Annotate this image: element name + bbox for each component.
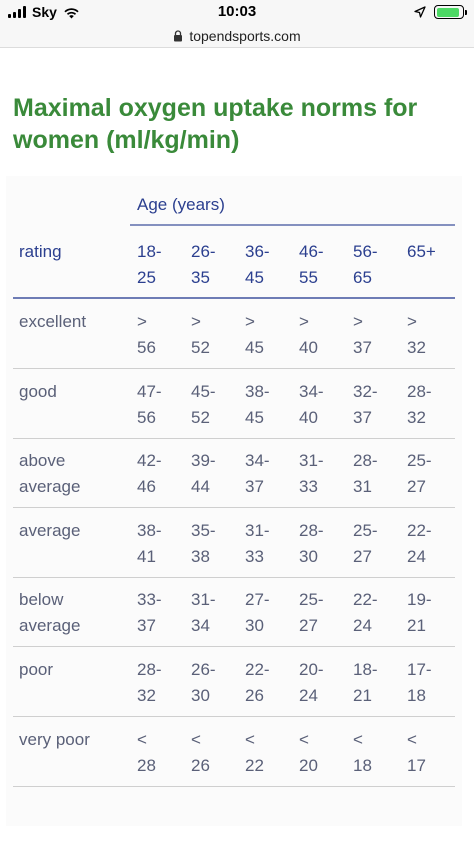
wifi-icon	[64, 7, 79, 18]
header-bottom-divider	[13, 297, 455, 299]
table-cell: 32- 37	[353, 381, 378, 427]
table-cell: 34- 40	[299, 381, 324, 427]
table-cell: > 40	[299, 312, 318, 357]
table-cell: 45- 52	[191, 381, 216, 427]
battery-icon	[434, 5, 467, 19]
table-cell: > 37	[353, 312, 372, 357]
rating-label: average	[19, 520, 81, 540]
table-cell: 31- 33	[245, 520, 270, 566]
table-cell: 25- 27	[353, 520, 378, 566]
row-divider	[13, 785, 455, 787]
table-cell: 33- 37	[137, 590, 162, 636]
lock-icon	[174, 29, 183, 41]
table-cell: 17- 18	[407, 660, 432, 705]
table-cell: 22- 24	[353, 590, 378, 636]
table-cell: 39- 44	[191, 451, 216, 497]
table-cell: < 28	[137, 729, 156, 775]
table-cell: 28- 30	[299, 520, 324, 566]
table-cell: 31- 33	[299, 451, 324, 497]
rating-column-header: rating	[19, 242, 62, 261]
norms-table	[6, 176, 462, 826]
table-cell: 19- 21	[407, 590, 432, 636]
table-cell: < 22	[245, 729, 264, 775]
status-bar: Sky 10:03	[0, 0, 474, 24]
row-divider	[13, 646, 455, 648]
age-group-header: 65+	[407, 242, 436, 261]
age-group-header: 56- 65	[353, 242, 378, 287]
header-divider	[130, 224, 455, 226]
row-divider	[13, 716, 455, 717]
table-cell: 25- 27	[407, 451, 432, 497]
signal-strength-icon	[8, 6, 26, 18]
table-cell: 28- 32	[407, 381, 432, 427]
table-cell: 22- 26	[245, 660, 270, 705]
address-bar[interactable]: topendsports.com	[0, 24, 474, 48]
clock: 10:03	[217, 3, 257, 20]
rating-label: excellent	[19, 312, 87, 331]
row-divider	[13, 437, 455, 439]
rating-label: very poor	[19, 729, 90, 749]
url-text[interactable]: topendsports.com	[189, 27, 301, 44]
table-cell: < 17	[407, 729, 426, 775]
page-title: Maximal oxygen uptake norms for women (m…	[13, 94, 418, 154]
table-cell: 47- 56	[137, 381, 162, 427]
rating-label: poor	[19, 660, 54, 679]
row-divider	[13, 576, 455, 578]
table-cell: 42- 46	[137, 451, 162, 497]
age-group-header: 46- 55	[299, 242, 324, 287]
table-cell: < 18	[353, 729, 372, 775]
age-group-header: 18- 25	[137, 242, 162, 287]
rating-label: above average	[19, 451, 81, 497]
table-cell: 28- 32	[137, 660, 162, 705]
table-cell: 38- 41	[137, 520, 162, 566]
table-cell: 18- 21	[353, 660, 378, 705]
table-cell: > 52	[191, 312, 210, 357]
rating-label: good	[19, 381, 57, 401]
table-cell: > 32	[407, 312, 426, 357]
row-divider	[13, 507, 455, 509]
table-cell: 26- 30	[191, 660, 216, 705]
table-cell: < 20	[299, 729, 318, 775]
table-cell: 31- 34	[191, 590, 216, 636]
age-group-header: 26- 35	[191, 242, 216, 287]
table-cell: 38- 45	[245, 381, 270, 427]
table-cell: > 56	[137, 312, 156, 357]
table-cell: 35- 38	[191, 520, 216, 566]
table-cell: 20- 24	[299, 660, 324, 705]
table-cell: > 45	[245, 312, 264, 357]
age-header: Age (years)	[137, 195, 225, 214]
location-arrow-icon	[414, 6, 426, 18]
table-cell: 34- 37	[245, 451, 270, 497]
table-cell: 27- 30	[245, 590, 270, 636]
age-group-header: 36- 45	[245, 242, 270, 287]
table-cell: < 26	[191, 729, 210, 775]
carrier-name: Sky	[32, 4, 57, 20]
table-cell: 28- 31	[353, 451, 378, 497]
battery-level	[436, 7, 459, 17]
row-divider	[13, 368, 455, 369]
table-cell: 22- 24	[407, 520, 432, 566]
table-cell: 25- 27	[299, 590, 324, 636]
rating-label: below average	[19, 590, 81, 636]
